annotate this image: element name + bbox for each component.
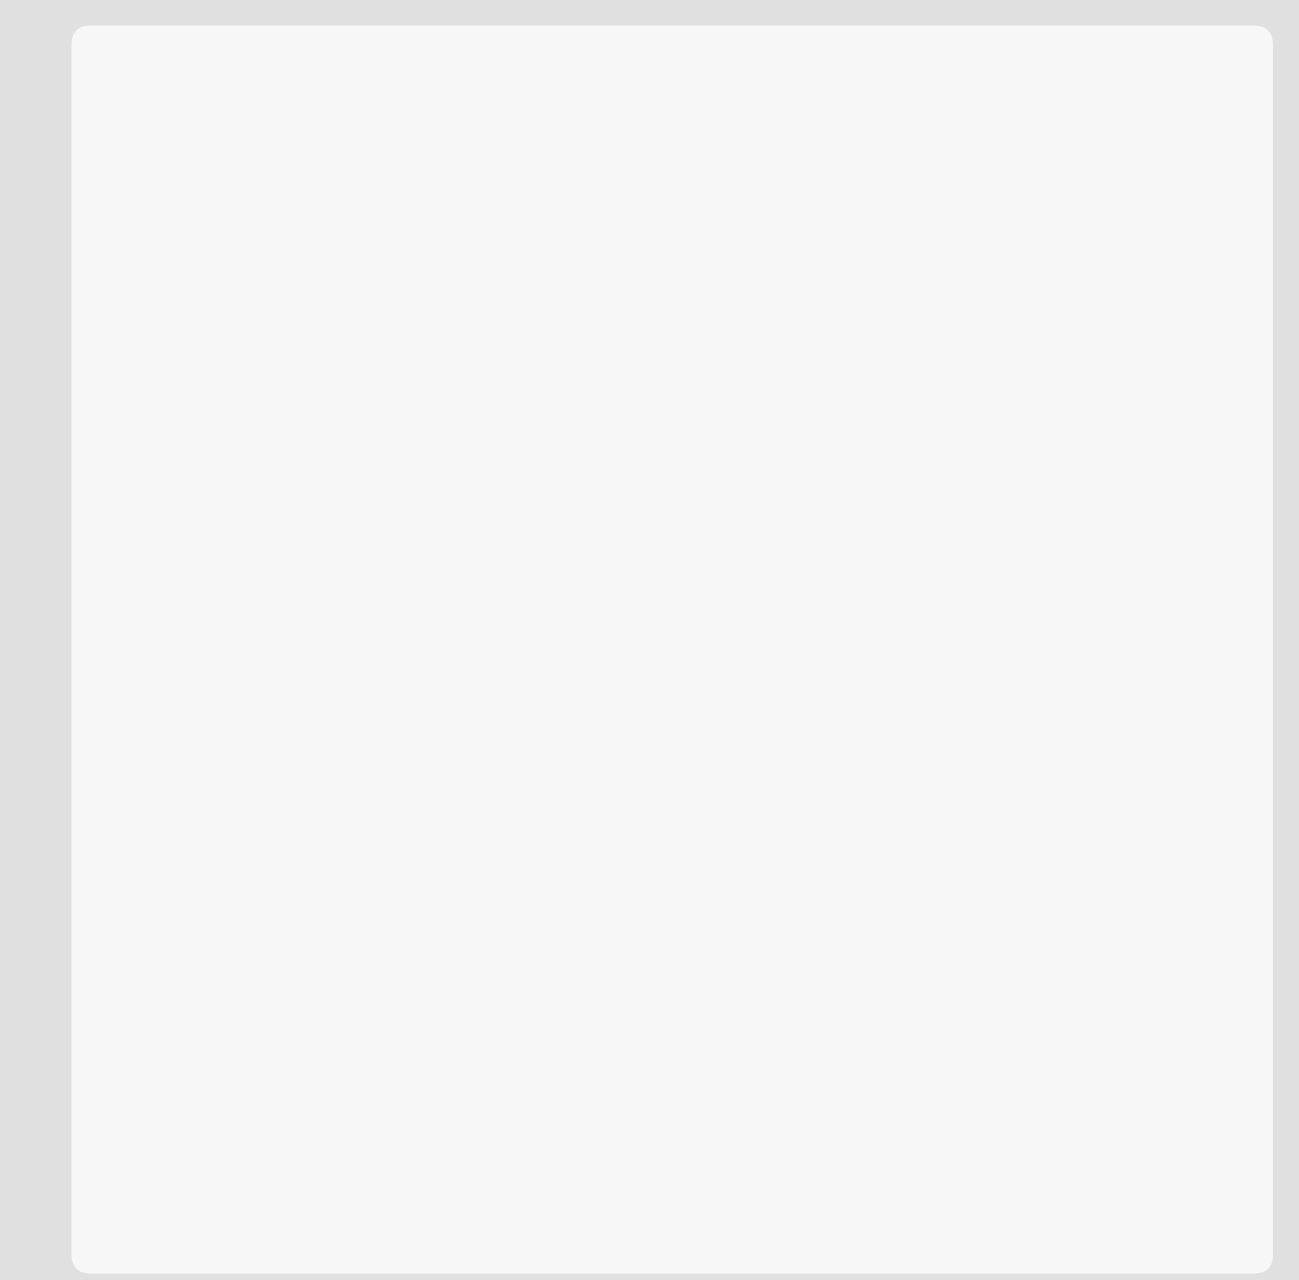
Text: 0.00: 0.00 [543, 481, 581, 499]
Text: 160,338.00: 160,338.00 [948, 577, 1053, 595]
Text: 0.00: 0.00 [1017, 915, 1053, 933]
Text: 0.00: 0.00 [543, 529, 581, 547]
Text: Amazon: Amazon [299, 433, 365, 451]
Text: Uncapped Lending: Uncapped Lending [299, 481, 453, 499]
Text: 65,000.00: 65,000.00 [647, 673, 731, 692]
Text: 187,905.00: 187,905.00 [475, 288, 581, 306]
Text: 25,128.00: 25,128.00 [798, 433, 882, 451]
Text: 15,156.00: 15,156.00 [798, 867, 882, 884]
Text: 121,637.00: 121,637.00 [777, 577, 882, 595]
Text: 35,670.00: 35,670.00 [496, 433, 581, 451]
Text: Investment: Investment [299, 529, 392, 547]
Text: 10,500.00: 10,500.00 [969, 722, 1053, 740]
Text: $432,134.00: $432,134.00 [464, 1060, 581, 1078]
Text: 0.00: 0.00 [543, 722, 581, 740]
Text: 166,489.00: 166,489.00 [948, 288, 1053, 306]
Text: 362,406.00: 362,406.00 [777, 964, 882, 982]
Text: 409,458.00: 409,458.00 [777, 288, 882, 306]
Text: 0.00: 0.00 [695, 867, 731, 884]
Text: Shopify: Shopify [299, 384, 360, 402]
Text: 4,000.00: 4,000.00 [657, 819, 731, 837]
Text: Performance Marketing: Performance Marketing [299, 819, 492, 837]
Text: 0.00: 0.00 [543, 915, 581, 933]
Text: 32,500.00: 32,500.00 [960, 964, 1053, 982]
Text: 0.00: 0.00 [1017, 867, 1053, 884]
Text: 0.00: 0.00 [543, 867, 581, 884]
Text: 430,964.00: 430,964.00 [626, 288, 731, 306]
Text: Stock final payments: Stock final payments [299, 722, 473, 740]
Text: Stock deposits: Stock deposits [299, 673, 420, 692]
Text: 18,000.00: 18,000.00 [969, 673, 1053, 692]
Text: Wk1 - Jan 2024: Wk1 - Jan 2024 [465, 239, 581, 255]
Text: Tax: Tax [299, 915, 326, 933]
Text: 4,000.00: 4,000.00 [507, 819, 581, 837]
Text: 335,000.00: 335,000.00 [787, 722, 882, 740]
Text: 37,893.00: 37,893.00 [969, 433, 1053, 451]
Text: 217,089.00: 217,089.00 [486, 384, 581, 402]
Text: Software licenses: Software licenses [299, 771, 444, 788]
Text: 0.00: 0.00 [846, 915, 882, 933]
Text: 96,509.00: 96,509.00 [798, 384, 882, 402]
Text: 122,445.00: 122,445.00 [959, 384, 1053, 402]
Text: 4,000.00: 4,000.00 [979, 819, 1053, 837]
Text: 0.00: 0.00 [695, 481, 731, 499]
Text: Closing Balance: Closing Balance [299, 1060, 446, 1078]
Text: 252,729.00: 252,729.00 [475, 577, 581, 595]
Text: 0.00: 0.00 [1017, 481, 1053, 499]
Text: 294,327.00: 294,327.00 [948, 1060, 1053, 1078]
Text: 120,000.00: 120,000.00 [637, 722, 731, 740]
Text: 7,500.00: 7,500.00 [808, 673, 882, 692]
Text: Cash out-flows: Cash out-flows [299, 627, 410, 643]
Text: 0.00: 0.00 [1017, 529, 1053, 547]
Text: 148,091.00: 148,091.00 [637, 384, 731, 402]
Text: $168,689.00: $168,689.00 [765, 1060, 882, 1078]
Text: 0.00: 0.00 [846, 481, 882, 499]
Text: 169,094.00: 169,094.00 [626, 577, 731, 595]
Text: 189,150.00: 189,150.00 [626, 964, 731, 982]
Text: 4,500.00: 4,500.00 [507, 673, 581, 692]
Text: Net Cashflow: Net Cashflow [299, 1014, 399, 1028]
Text: 0.00: 0.00 [543, 771, 581, 788]
Text: Total in-flow: Total in-flow [299, 577, 413, 595]
Text: Opening Balance: Opening Balance [299, 288, 456, 306]
Text: 0.00: 0.00 [695, 915, 731, 933]
Text: 21,003.00: 21,003.00 [647, 433, 731, 451]
Text: Wk4 - Jan 2024: Wk4 - Jan 2024 [938, 239, 1053, 255]
Text: 0.00: 0.00 [846, 529, 882, 547]
Text: 0.00: 0.00 [695, 529, 731, 547]
Text: Staff salaries: Staff salaries [299, 867, 407, 884]
Text: Wk2 - Jan 2024: Wk2 - Jan 2024 [616, 239, 731, 255]
Text: Total out-flow: Total out-flow [299, 964, 427, 982]
Text: Wk3 - Jan 2024: Wk3 - Jan 2024 [766, 239, 882, 255]
Text: Cash in-flows: Cash in-flows [299, 338, 400, 352]
Text: 8,500.00: 8,500.00 [499, 964, 581, 982]
Text: 750.00: 750.00 [825, 771, 882, 788]
Text: 0.00: 0.00 [1017, 771, 1053, 788]
Text: 150.00: 150.00 [673, 771, 731, 788]
Text: 4,000.00: 4,000.00 [808, 819, 882, 837]
Text: $414,908.00: $414,908.00 [614, 1060, 731, 1078]
